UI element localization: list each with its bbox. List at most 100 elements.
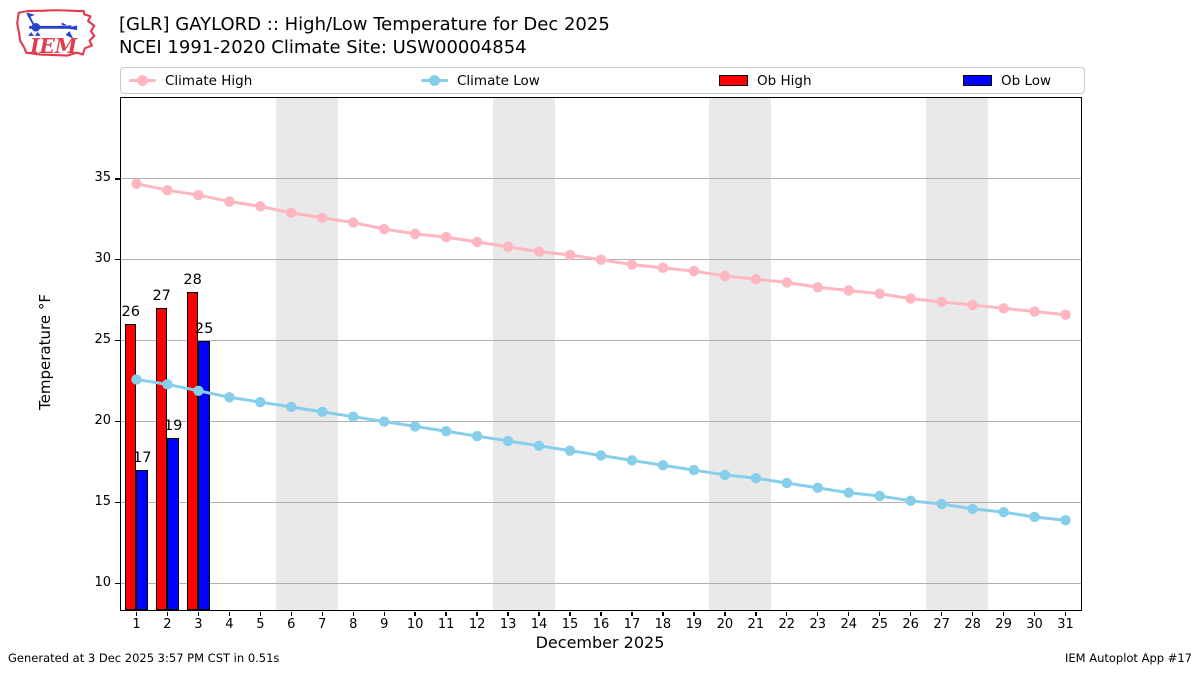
x-tick-mark bbox=[476, 611, 478, 616]
climate-low-marker bbox=[936, 498, 947, 510]
x-tick-mark bbox=[940, 611, 943, 616]
x-tick-mark bbox=[538, 611, 540, 616]
climate-low-marker bbox=[131, 374, 142, 385]
x-tick-label: 8 bbox=[349, 617, 358, 632]
legend-label: Ob Low bbox=[1001, 72, 1052, 89]
climate-low-marker bbox=[874, 490, 885, 502]
x-tick-mark bbox=[909, 611, 912, 616]
climate-low-marker bbox=[719, 469, 731, 481]
climate-low-marker bbox=[750, 472, 762, 484]
ob-low-patch-swatch-icon bbox=[963, 75, 992, 86]
x-tick-label: 27 bbox=[933, 617, 950, 632]
ob-low-bar-label: 19 bbox=[163, 417, 183, 434]
title-block: [GLR] GAYLORD :: High/Low Temperature fo… bbox=[119, 13, 610, 59]
x-tick-mark bbox=[507, 611, 509, 616]
x-tick-label: 19 bbox=[685, 617, 703, 632]
climate-high-marker bbox=[533, 246, 545, 257]
climate-high-marker bbox=[564, 249, 576, 261]
x-tick-label: 20 bbox=[716, 617, 734, 632]
x-axis-label: December 2025 bbox=[535, 633, 665, 652]
climate-high-marker bbox=[255, 201, 266, 212]
x-tick-label: 6 bbox=[287, 617, 296, 632]
y-tick-label: 20 bbox=[94, 413, 111, 429]
x-tick-mark bbox=[817, 611, 819, 616]
x-tick-label: 17 bbox=[623, 617, 641, 632]
climate-high-marker bbox=[998, 303, 1009, 314]
x-tick-mark bbox=[971, 611, 974, 616]
x-tick-label: 7 bbox=[318, 617, 327, 632]
climate-low-marker bbox=[626, 455, 638, 466]
climate-low-marker bbox=[440, 426, 452, 437]
climate-high-marker bbox=[131, 178, 142, 189]
x-tick-mark bbox=[848, 611, 850, 616]
y-axis-label: Temperature °F bbox=[36, 294, 54, 410]
climate-low-marker bbox=[502, 435, 514, 447]
ob-low-bar bbox=[136, 470, 148, 610]
x-tick-label: 25 bbox=[871, 617, 888, 632]
climate-high-line bbox=[136, 182, 1066, 317]
ob-low-bar bbox=[198, 340, 210, 610]
climate-high-marker bbox=[905, 293, 916, 304]
climate-low-marker bbox=[781, 477, 793, 489]
weather-vane-icon bbox=[26, 12, 78, 39]
climate-high-marker bbox=[719, 270, 731, 282]
generated-at-text: Generated at 3 Dec 2025 3:57 PM CST in 0… bbox=[8, 651, 280, 665]
y-tick-label: 35 bbox=[94, 170, 111, 186]
x-tick-mark bbox=[693, 611, 695, 616]
y-tick-mark bbox=[114, 582, 120, 584]
climate-low-marker bbox=[193, 385, 204, 397]
climate-high-marker bbox=[967, 299, 978, 311]
climate-high-marker bbox=[348, 217, 359, 228]
x-tick-label: 29 bbox=[995, 617, 1012, 632]
x-tick-mark bbox=[569, 611, 571, 616]
x-tick-label: 16 bbox=[592, 617, 610, 632]
x-tick-label: 13 bbox=[499, 617, 517, 632]
climate-low-marker bbox=[471, 430, 483, 442]
climate-high-marker bbox=[750, 273, 762, 285]
x-tick-label: 28 bbox=[964, 617, 981, 632]
y-gridline bbox=[121, 582, 1081, 584]
x-tick-mark bbox=[662, 611, 664, 616]
climate-low-marker bbox=[317, 406, 328, 418]
ob-high-bar bbox=[124, 324, 137, 610]
climate-high-marker bbox=[874, 288, 885, 299]
chart-legend: Climate High Climate Low Ob High Ob Low bbox=[120, 67, 1085, 94]
climate-low-marker bbox=[379, 416, 390, 427]
x-tick-label: 12 bbox=[468, 617, 486, 632]
climate-high-marker bbox=[286, 207, 297, 219]
climate-low-marker bbox=[905, 495, 916, 507]
x-tick-label: 10 bbox=[406, 617, 424, 632]
climate-lines-layer bbox=[131, 178, 1071, 526]
climate-low-marker bbox=[1029, 511, 1040, 523]
y-tick-mark bbox=[114, 501, 120, 504]
climate-high-marker bbox=[812, 282, 823, 293]
climate-high-line-swatch-icon bbox=[129, 75, 156, 86]
x-tick-mark bbox=[1064, 611, 1067, 616]
x-tick-mark bbox=[383, 611, 385, 616]
iowa-outline-icon bbox=[16, 9, 96, 57]
x-tick-mark bbox=[414, 611, 416, 616]
climate-high-marker bbox=[379, 223, 390, 235]
legend-item-climate-low: Climate Low bbox=[421, 68, 540, 93]
plot-area: 10 15 20 25 30 35 1 2 3 4 5 6 7 8 9 10 11 12 13 14 15 16 17 18 1… bbox=[94, 97, 1082, 632]
climate-high-marker bbox=[688, 265, 700, 277]
page-title: [GLR] GAYLORD :: High/Low Temperature fo… bbox=[119, 14, 610, 35]
x-tick-label: 3 bbox=[194, 617, 203, 632]
x-tick-mark bbox=[786, 611, 788, 616]
x-tick-label: 30 bbox=[1026, 617, 1043, 632]
climate-high-marker bbox=[440, 231, 452, 243]
climate-high-marker bbox=[936, 296, 947, 308]
ob-high-bar-label: 26 bbox=[121, 304, 140, 321]
y-tick-mark bbox=[114, 339, 120, 342]
climate-low-marker bbox=[255, 396, 266, 408]
x-tick-label: 5 bbox=[256, 617, 265, 632]
climate-low-marker bbox=[967, 503, 978, 515]
x-tick-label: 2 bbox=[163, 617, 172, 632]
x-tick-mark bbox=[879, 611, 881, 616]
climate-high-marker bbox=[502, 241, 514, 253]
climate-low-marker bbox=[224, 392, 235, 403]
ob-high-bar-label: 27 bbox=[152, 288, 171, 305]
y-tick-mark bbox=[114, 259, 120, 261]
y-tick-mark bbox=[114, 420, 120, 423]
